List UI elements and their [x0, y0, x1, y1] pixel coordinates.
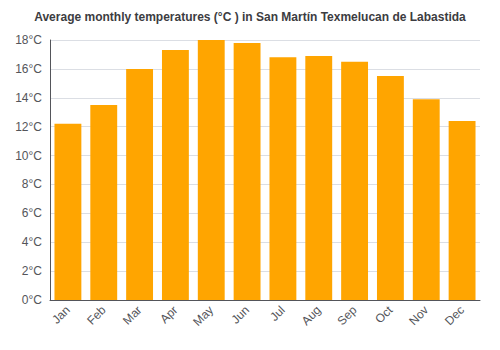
svg-text:Oct: Oct	[372, 303, 396, 327]
svg-text:4°C: 4°C	[22, 235, 42, 249]
svg-text:Jan: Jan	[49, 303, 73, 327]
svg-text:Feb: Feb	[84, 303, 109, 328]
svg-text:May: May	[190, 303, 216, 329]
svg-text:2°C: 2°C	[22, 264, 42, 278]
svg-text:Jun: Jun	[228, 303, 252, 327]
svg-text:Aug: Aug	[299, 303, 324, 328]
svg-text:12°C: 12°C	[15, 120, 42, 134]
svg-text:18°C: 18°C	[15, 33, 42, 47]
svg-text:Average monthly temperatures (: Average monthly temperatures (°C ) in Sa…	[34, 10, 466, 24]
svg-text:16°C: 16°C	[15, 62, 42, 76]
svg-text:Nov: Nov	[406, 303, 431, 328]
svg-text:0°C: 0°C	[22, 293, 42, 307]
svg-text:Jul: Jul	[267, 303, 288, 324]
svg-text:Sep: Sep	[335, 303, 360, 328]
svg-text:Mar: Mar	[120, 303, 145, 327]
svg-text:6°C: 6°C	[22, 206, 42, 220]
svg-text:10°C: 10°C	[15, 149, 42, 163]
svg-text:8°C: 8°C	[22, 177, 42, 191]
svg-text:Dec: Dec	[442, 303, 467, 328]
svg-text:14°C: 14°C	[15, 91, 42, 105]
svg-text:Apr: Apr	[157, 303, 180, 326]
